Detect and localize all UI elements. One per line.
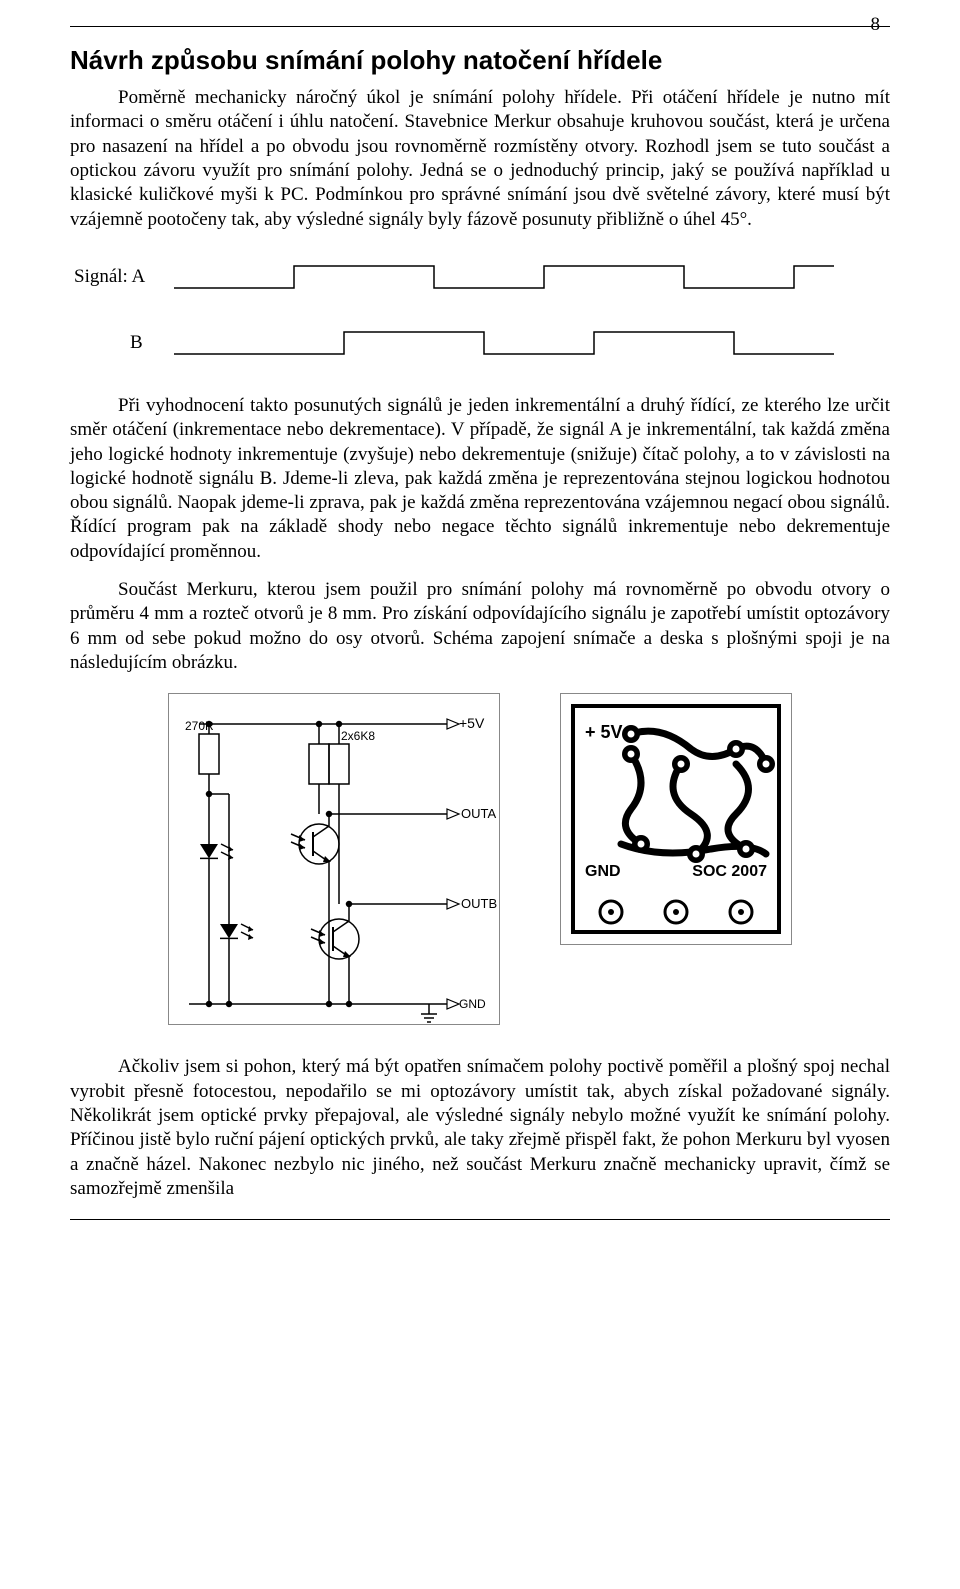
bottom-rule <box>70 1219 890 1220</box>
svg-text:GND: GND <box>459 997 486 1011</box>
paragraph-1: Poměrně mechanicky náročný úkol je snímá… <box>70 86 890 232</box>
svg-text:SOC 2007: SOC 2007 <box>692 863 767 880</box>
section-title: Návrh způsobu snímání polohy natočení hř… <box>70 45 890 76</box>
schematic-diagram: +5V270RGND2x6K8OUTAOUTB <box>168 693 500 1025</box>
top-rule <box>70 26 890 27</box>
signal-a-label: Signál: A <box>70 266 174 288</box>
svg-text:+5V: +5V <box>459 715 485 731</box>
svg-text:2x6K8: 2x6K8 <box>341 729 375 743</box>
pcb-layout: + 5V GND SOC 2007 <box>560 693 792 945</box>
svg-text:OUTB: OUTB <box>461 896 497 911</box>
signal-b-waveform <box>174 328 834 358</box>
svg-text:+ 5V: + 5V <box>585 722 623 742</box>
signal-b-label: B <box>70 332 174 354</box>
signal-a-waveform <box>174 262 834 292</box>
svg-text:OUTA: OUTA <box>461 806 496 821</box>
svg-text:GND: GND <box>585 863 621 880</box>
paragraph-3: Součást Merkuru, kterou jsem použil pro … <box>70 578 890 675</box>
page-number: 8 <box>871 14 881 36</box>
paragraph-2: Při vyhodnocení takto posunutých signálů… <box>70 394 890 564</box>
signal-diagram: Signál: A B <box>70 262 890 358</box>
paragraph-4: Ačkoliv jsem si pohon, který má být opat… <box>70 1055 890 1201</box>
figure-row: +5V270RGND2x6K8OUTAOUTB + 5VGNDSOC 2007 <box>70 693 890 1025</box>
